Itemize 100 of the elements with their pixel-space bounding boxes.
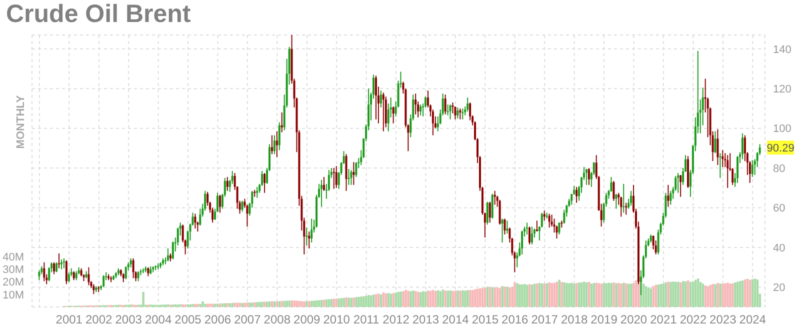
- bar: [258, 302, 261, 307]
- bar: [630, 284, 632, 307]
- candlestick: [166, 248, 169, 262]
- y-tick-label: 20: [773, 282, 786, 294]
- bar: [516, 283, 518, 307]
- bar: [278, 301, 281, 307]
- bar: [508, 287, 511, 307]
- candlestick: [432, 108, 434, 136]
- x-tick-label: 2003: [115, 312, 142, 327]
- candlestick: [374, 75, 377, 120]
- bar: [261, 302, 264, 307]
- bar: [469, 290, 472, 307]
- candlestick: [536, 220, 538, 232]
- x-tick-label: 2018: [560, 312, 588, 327]
- bar: [652, 286, 655, 307]
- candlestick: [306, 227, 308, 246]
- bar: [454, 290, 456, 307]
- bar: [546, 283, 548, 307]
- candlestick: [218, 194, 221, 214]
- bar: [214, 304, 216, 307]
- bar: [504, 286, 506, 307]
- bar: [412, 290, 414, 307]
- bar: [739, 281, 742, 307]
- bar: [514, 282, 516, 307]
- bar: [677, 282, 680, 307]
- bar: [306, 301, 308, 307]
- candlestick: [60, 258, 62, 270]
- bar: [264, 302, 266, 307]
- candlestick: [65, 260, 68, 285]
- bar: [644, 286, 648, 307]
- bar: [256, 302, 258, 307]
- x-tick-label: 2001: [56, 312, 83, 327]
- candlestick: [216, 192, 218, 212]
- bar: [722, 284, 724, 307]
- x-tick-label: 2006: [204, 312, 232, 327]
- bar: [526, 284, 528, 307]
- bar: [628, 284, 630, 307]
- bar: [308, 301, 310, 307]
- bar: [558, 280, 560, 307]
- candlestick: [194, 213, 196, 230]
- bar: [246, 302, 248, 307]
- candlestick: [620, 196, 622, 218]
- bar: [618, 282, 620, 307]
- y2-tick-label: 20M: [2, 276, 24, 289]
- bar: [318, 300, 320, 307]
- bar: [476, 288, 479, 307]
- candlestick: [132, 258, 134, 279]
- bar: [293, 300, 296, 307]
- bar: [533, 284, 536, 307]
- bar: [576, 283, 578, 307]
- candlestick: [137, 270, 140, 282]
- y-tick-label: 40: [773, 242, 786, 254]
- x-tick-label: 2023: [710, 312, 737, 327]
- bar: [224, 303, 226, 307]
- bar: [612, 282, 615, 307]
- candlestick: [726, 154, 729, 188]
- y-tick-label: 140: [773, 44, 792, 56]
- bar: [189, 304, 192, 307]
- bar: [550, 283, 554, 307]
- candlestick: [625, 202, 628, 216]
- candlestick: [276, 130, 278, 158]
- candlestick: [677, 172, 680, 194]
- x-tick-label: 2010: [323, 312, 350, 327]
- bar: [202, 301, 204, 307]
- candlestick: [449, 104, 452, 120]
- bar: [582, 282, 586, 307]
- bar: [407, 290, 410, 307]
- bar: [543, 284, 546, 307]
- bar: [524, 284, 526, 307]
- candlestick: [280, 112, 283, 133]
- candlestick: [716, 128, 719, 166]
- candlestick: [53, 262, 56, 275]
- bar: [377, 294, 380, 307]
- bar: [474, 289, 476, 307]
- bar: [365, 296, 368, 307]
- candlestick: [722, 150, 724, 168]
- bar: [754, 278, 756, 307]
- candlestick: [350, 170, 352, 186]
- bar: [734, 282, 736, 307]
- candlestick: [355, 162, 358, 178]
- bar: [712, 284, 714, 307]
- bar: [704, 285, 707, 307]
- bar: [390, 294, 392, 307]
- candlestick: [270, 134, 273, 155]
- x-tick-label: 2004: [144, 312, 172, 327]
- bar: [199, 304, 202, 307]
- bar: [662, 284, 664, 307]
- bar: [556, 282, 558, 307]
- candlestick: [719, 152, 722, 178]
- candlestick: [494, 190, 496, 206]
- bar: [702, 284, 704, 307]
- candlestick: [667, 184, 670, 208]
- bar: [335, 298, 338, 307]
- candlestick: [654, 240, 657, 255]
- bar: [610, 283, 612, 307]
- candlestick: [670, 190, 672, 206]
- x-tick-label: 2017: [531, 312, 558, 327]
- bar: [573, 284, 576, 307]
- bar: [286, 300, 288, 307]
- candlestick: [38, 270, 40, 281]
